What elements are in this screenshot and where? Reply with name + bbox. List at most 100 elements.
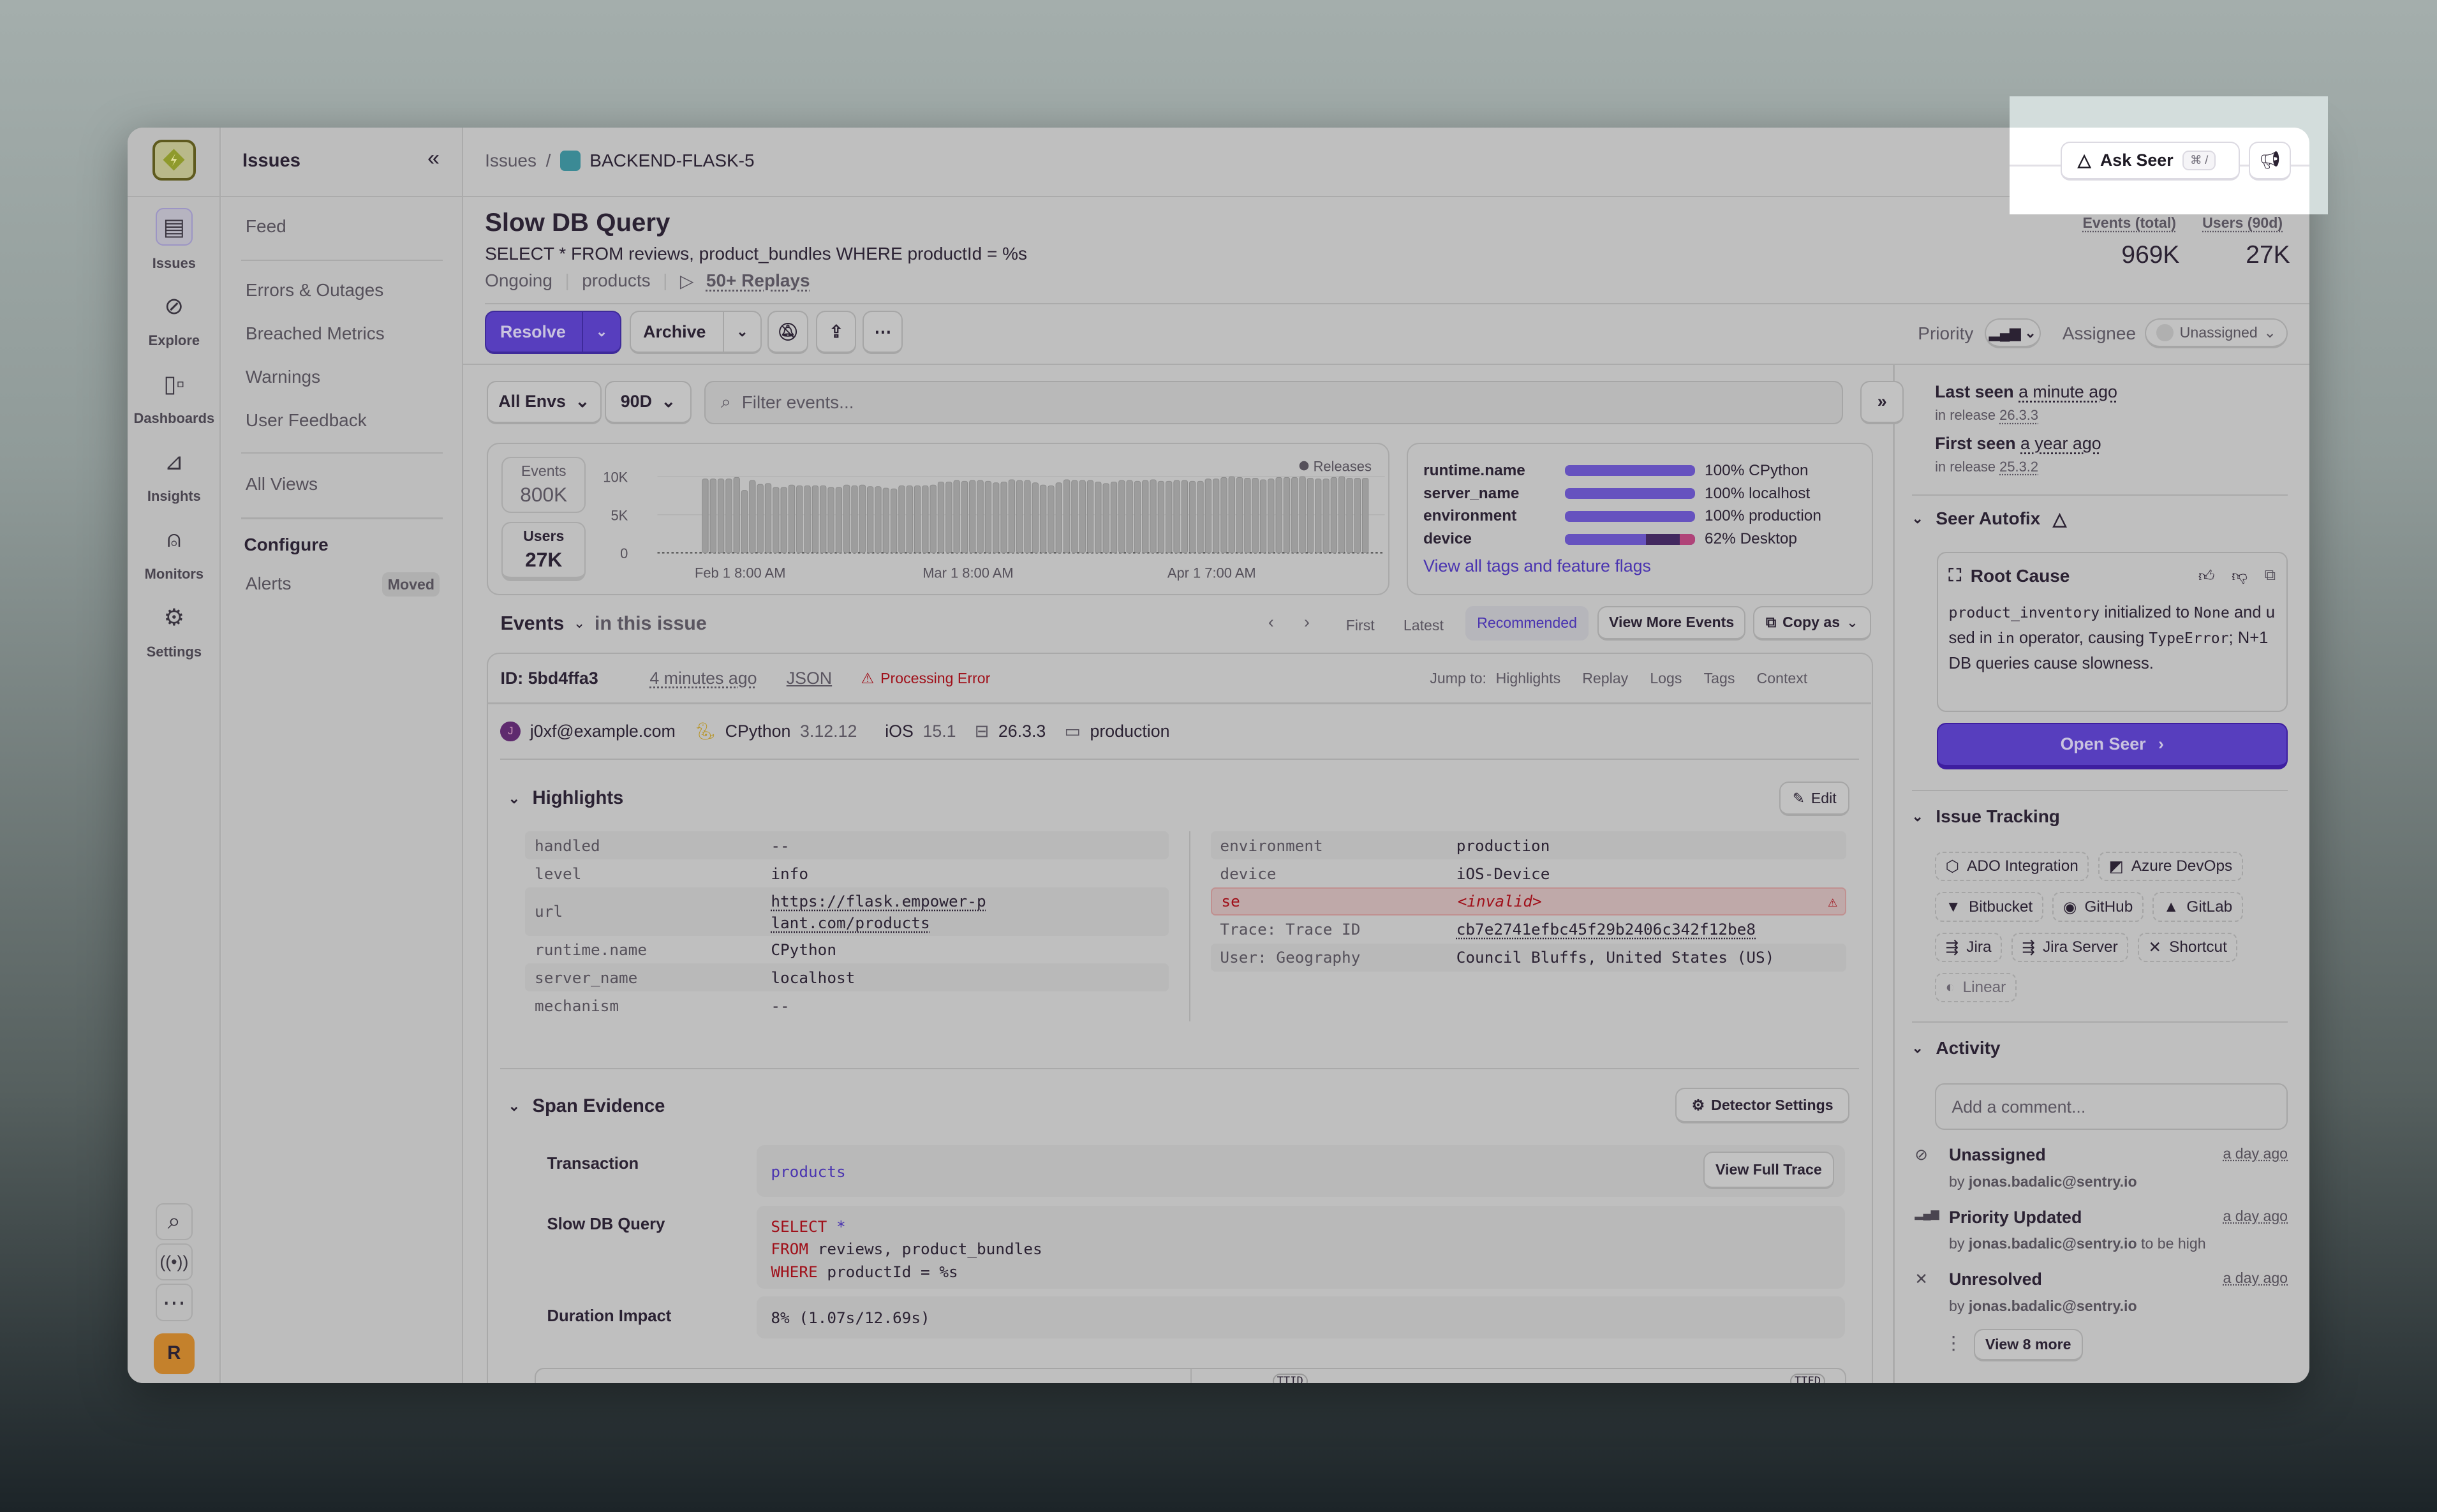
jump-highlights[interactable]: Highlights [1495, 669, 1561, 686]
integration-ado-integration[interactable]: ⬡ ADO Integration [1935, 852, 2089, 882]
nav-errors-outages[interactable]: Errors & Outages [245, 279, 384, 300]
thumbs-up-icon[interactable]: 👍︎ [2198, 567, 2215, 585]
siren-icon[interactable]: ⍝ [167, 525, 181, 552]
users-stat-toggle[interactable]: Users 27K [501, 522, 586, 581]
user-email[interactable]: j0xf@example.com [530, 721, 676, 741]
span-evidence-heading[interactable]: ⌄ Span Evidence [508, 1095, 665, 1116]
integration-linear[interactable]: ◐ Linear [1935, 973, 2017, 1003]
events-stat-toggle[interactable]: Events 800K [501, 456, 586, 513]
issue-transaction[interactable]: products [582, 271, 651, 291]
rail-explore[interactable]: Explore [148, 332, 200, 349]
thumbs-down-icon[interactable]: 👎︎ [2232, 567, 2248, 585]
events-total-label[interactable]: Events (total) [2082, 214, 2176, 232]
tag-row[interactable]: runtime.name 100% CPython [1423, 460, 1858, 482]
resolve-button[interactable]: Resolve ⌄ [485, 311, 622, 355]
view-all-tags-link[interactable]: View all tags and feature flags [1423, 556, 1651, 575]
nav-warnings[interactable]: Warnings [245, 366, 321, 387]
prev-event-button[interactable]: ‹ [1268, 612, 1274, 632]
rail-insights[interactable]: Insights [147, 487, 201, 504]
activity-heading[interactable]: ⌄ Activity [1911, 1038, 2001, 1058]
share-button[interactable]: ⇪ [816, 311, 857, 355]
sentry-logo[interactable] [152, 140, 196, 181]
breadcrumb-project[interactable]: BACKEND-FLASK-5 [589, 151, 755, 171]
jump-context[interactable]: Context [1756, 669, 1808, 686]
copy-icon[interactable]: ⧉ [2264, 566, 2276, 584]
replays-link[interactable]: 50+ Replays [706, 271, 810, 291]
view-more-events-button[interactable]: View More Events [1597, 606, 1745, 641]
detector-settings-button[interactable]: ⚙ Detector Settings [1675, 1088, 1850, 1124]
tag-row[interactable]: device 62% Desktop [1423, 528, 1858, 550]
gear-icon[interactable]: ⚙ [163, 604, 185, 630]
search-icon[interactable]: ⌕ [155, 1203, 193, 1241]
last-seen-time[interactable]: a minute ago [2018, 382, 2117, 402]
more-actions-button[interactable]: ⋯ [863, 311, 903, 355]
activity-time[interactable]: a day ago [2223, 1270, 2288, 1287]
activity-time[interactable]: a day ago [2223, 1145, 2288, 1162]
dashboard-icon[interactable]: ▯▫ [163, 371, 185, 397]
jump-logs[interactable]: Logs [1650, 669, 1682, 686]
processing-error[interactable]: ⚠ Processing Error [861, 669, 991, 686]
archive-dropdown[interactable]: ⌄ [723, 312, 760, 352]
integration-gitlab[interactable]: ▲ GitLab [2152, 892, 2243, 922]
nav-breached-metrics[interactable]: Breached Metrics [245, 323, 385, 343]
users-90d-label[interactable]: Users (90d) [2202, 214, 2283, 232]
environment-filter[interactable]: All Envs ⌄ [486, 380, 602, 425]
integration-bitbucket[interactable]: ▼ Bitbucket [1935, 892, 2043, 922]
resolve-dropdown[interactable]: ⌄ [581, 312, 621, 352]
json-link[interactable]: JSON [786, 668, 833, 688]
transaction-link[interactable]: products [771, 1162, 846, 1182]
period-filter[interactable]: 90D ⌄ [604, 380, 692, 425]
breadcrumb-issues[interactable]: Issues [485, 151, 537, 171]
first-event-tab[interactable]: First [1345, 617, 1375, 634]
highlight-value[interactable]: cb7e2741efbc45f29b2406c342f12be8 [1456, 920, 1756, 939]
first-seen-time[interactable]: a year ago [2020, 433, 2101, 453]
seer-autofix-heading[interactable]: ⌄ Seer Autofix △ [1911, 508, 2067, 529]
mute-button[interactable]: 🔕︎ [767, 311, 808, 355]
highlights-heading[interactable]: ⌄ Highlights [508, 788, 624, 809]
jump-replay[interactable]: Replay [1582, 669, 1629, 686]
events-heading[interactable]: Events ⌄ in this issue [500, 612, 707, 634]
collapse-icon[interactable]: « [427, 146, 440, 170]
edit-highlights-button[interactable]: ✎ Edit [1779, 782, 1850, 816]
nav-alerts[interactable]: Alerts [245, 573, 292, 593]
comment-input[interactable]: Add a comment... [1935, 1083, 2288, 1130]
rail-issues[interactable]: Issues [152, 255, 196, 271]
compass-icon[interactable]: ⊘ [164, 293, 184, 320]
integration-shortcut[interactable]: ✕ Shortcut [2137, 932, 2238, 962]
more-icon[interactable]: ⋯ [155, 1284, 193, 1321]
nav-feed[interactable]: Feed [245, 216, 286, 236]
integration-jira[interactable]: ⇶ Jira [1935, 932, 2003, 962]
priority-dropdown[interactable]: ▂▄▆ ⌄ [1985, 318, 2041, 348]
issue-tracking-heading[interactable]: ⌄ Issue Tracking [1911, 806, 2060, 827]
avatar[interactable]: R [154, 1333, 195, 1374]
integration-github[interactable]: ◉ GitHub [2052, 892, 2144, 922]
tag-row[interactable]: environment 100% production [1423, 505, 1858, 527]
broadcast-icon[interactable]: ((•)) [155, 1243, 193, 1281]
view-full-trace-button[interactable]: View Full Trace [1703, 1152, 1834, 1189]
latest-event-tab[interactable]: Latest [1403, 617, 1444, 634]
copy-as-button[interactable]: ⧉ Copy as ⌄ [1753, 606, 1872, 641]
integration-jira-server[interactable]: ⇶ Jira Server [2011, 932, 2129, 962]
nav-all-views[interactable]: All Views [245, 474, 318, 494]
rail-settings[interactable]: Settings [146, 643, 202, 660]
jump-tags[interactable]: Tags [1703, 669, 1735, 686]
feedback-button[interactable]: 📢︎ [2249, 141, 2291, 181]
rail-dashboards[interactable]: Dashboards [133, 410, 215, 427]
view-more-activity-button[interactable]: View 8 more [1973, 1328, 2083, 1362]
integration-azure-devops[interactable]: ◩ Azure DevOps [2098, 852, 2243, 882]
expand-sidebar-button[interactable]: » [1860, 380, 1904, 425]
filter-events-input[interactable]: ⌕ Filter events... [704, 380, 1844, 425]
highlight-value[interactable]: https://flask.empower-plant.com/products [771, 891, 986, 933]
ask-seer-button[interactable]: △ Ask Seer ⌘ / [2061, 141, 2240, 181]
nav-user-feedback[interactable]: User Feedback [245, 410, 367, 431]
archive-button[interactable]: Archive ⌄ [629, 311, 762, 355]
activity-time[interactable]: a day ago [2223, 1207, 2288, 1224]
chart-icon[interactable]: ⊿ [164, 448, 184, 475]
event-time[interactable]: 4 minutes ago [649, 668, 757, 688]
open-seer-button[interactable]: Open Seer › [1936, 722, 2288, 769]
inbox-icon[interactable]: ▤ [155, 208, 193, 246]
rail-monitors[interactable]: Monitors [144, 565, 204, 582]
recommended-event-tab[interactable]: Recommended [1465, 606, 1589, 641]
assignee-dropdown[interactable]: Unassigned ⌄ [2144, 318, 2288, 348]
tag-row[interactable]: server_name 100% localhost [1423, 482, 1858, 504]
